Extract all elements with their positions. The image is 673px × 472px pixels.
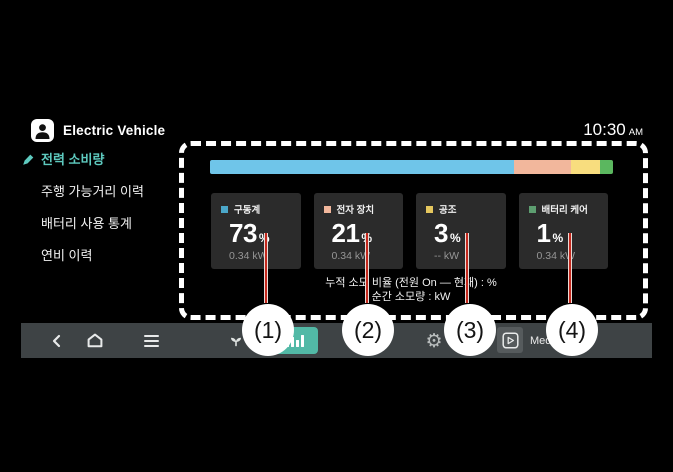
eco-seedling-icon[interactable] — [221, 323, 251, 358]
footnote-line-2: 순간 소모량 : kW — [371, 291, 451, 303]
settings-gear-icon[interactable]: ⚙ — [425, 329, 443, 352]
sidebar-menu: 전력 소비량 주행 가능거리 이력 배터리 사용 통계 — [22, 151, 182, 279]
app-title: Electric Vehicle — [63, 123, 166, 138]
sidebar-item-label: 전력 소비량 — [41, 152, 105, 167]
callout-pointer-line-3 — [465, 233, 469, 303]
legend-color-swatch — [323, 205, 331, 213]
consumption-card-3[interactable]: 배터리 케어 1% 0.34 kW — [518, 193, 608, 269]
sidebar-item-2[interactable]: 배터리 사용 통계 — [22, 215, 182, 233]
consumption-card-1[interactable]: 전자 장치 21% 0.34 kW — [313, 193, 403, 269]
card-percent-value: 73% — [229, 218, 270, 248]
app-header: Electric Vehicle — [31, 119, 165, 142]
card-percent-value: 1% — [536, 218, 564, 248]
time-value: 10:30 — [583, 120, 626, 139]
callout-pointer-line-1 — [264, 233, 268, 303]
callout-number-4: (4) — [546, 304, 598, 356]
card-power-value: 0.34 kW — [331, 250, 371, 262]
footnote-line-1: 누적 소모 비율 (전원 On — 현재) : % — [325, 277, 497, 289]
bar-segment-1 — [514, 160, 572, 174]
back-icon[interactable] — [41, 323, 71, 358]
highlight-dashed-frame — [179, 141, 648, 320]
sidebar-item-label: 배터리 사용 통계 — [41, 216, 132, 231]
time-meridiem: AM — [628, 127, 643, 138]
menu-icon[interactable] — [136, 323, 166, 358]
sidebar-item-label: 주행 가능거리 이력 — [41, 184, 144, 199]
legend-color-swatch — [528, 205, 536, 213]
legend-color-swatch — [221, 205, 228, 213]
consumption-footnote: 누적 소모 비율 (전원 On — 현재) : % 순간 소모량 : kW — [181, 276, 641, 304]
callout-number-2: (2) — [342, 304, 394, 356]
card-label: 공조 — [439, 205, 457, 216]
card-label: 배터리 케어 — [541, 205, 588, 216]
card-power-value: 0.34 kW — [229, 250, 268, 262]
sidebar-item-1[interactable]: 주행 가능거리 이력 — [22, 183, 182, 201]
card-power-value: -- kW — [434, 250, 460, 262]
callout-pointer-line-4 — [568, 233, 572, 303]
bar-segment-0 — [210, 160, 515, 174]
callout-number-1: (1) — [242, 304, 294, 356]
consumption-card-0[interactable]: 구동계 73% 0.34 kW — [211, 193, 301, 269]
media-app-icon[interactable] — [497, 327, 523, 353]
sidebar-item-label: 연비 이력 — [41, 248, 93, 263]
card-power-value: 0.34 kW — [536, 250, 576, 262]
callout-number-3: (3) — [444, 304, 496, 356]
legend-color-swatch — [426, 205, 433, 213]
pencil-icon — [22, 153, 35, 171]
card-label: 전자 장치 — [336, 205, 375, 216]
user-profile-icon[interactable] — [31, 119, 54, 142]
bar-segment-3 — [599, 160, 613, 174]
consumption-cards-row: 구동계 73% 0.34 kW 전자 장치 21% 0.34 kW 공조 — [211, 193, 608, 269]
consumption-stacked-bar — [210, 160, 613, 174]
sidebar-item-3[interactable]: 연비 이력 — [22, 247, 182, 265]
card-label: 구동계 — [234, 205, 261, 216]
bar-segment-2 — [571, 160, 600, 174]
card-percent-value: 3% — [434, 218, 461, 248]
card-percent-value: 21% — [331, 218, 373, 248]
sidebar-item-0[interactable]: 전력 소비량 — [22, 151, 182, 169]
consumption-card-2[interactable]: 공조 3% -- kW — [416, 193, 506, 269]
callout-pointer-line-2 — [365, 233, 369, 303]
status-clock: 10:30 AM — [558, 120, 643, 140]
home-icon[interactable] — [80, 323, 110, 358]
